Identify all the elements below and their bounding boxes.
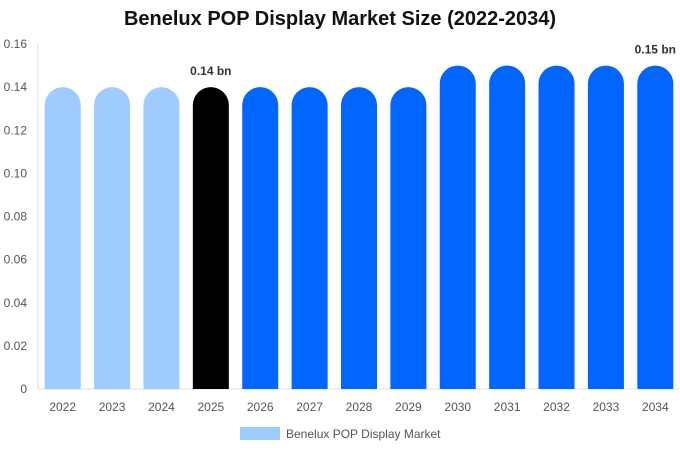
x-tick-label-2023: 2023: [99, 400, 126, 414]
labels-layer: 2022 2023 2024 2025 2026 2027 2028 2029 2030 2031…: [49, 43, 676, 414]
x-tick-label-2024: 2024: [148, 400, 175, 414]
bar-2030: [439, 65, 476, 389]
bar-2027: [291, 87, 328, 389]
legend-layer: Benelux POP Display Market: [240, 427, 441, 441]
x-tick-label-2030: 2030: [444, 400, 471, 414]
bar-2033: [587, 65, 624, 389]
bar-2028: [341, 87, 377, 389]
y-tick-label: 0.10: [4, 166, 28, 180]
x-tick-label-2028: 2028: [346, 400, 373, 414]
x-tick-label-2032: 2032: [543, 400, 570, 414]
x-tick-label-2025: 2025: [197, 400, 224, 414]
y-tick-label: 0: [20, 382, 27, 396]
bar-2026: [242, 87, 279, 389]
bar-2034: [637, 65, 674, 389]
y-tick-label: 0.08: [4, 210, 28, 224]
y-tick-label: 0.02: [4, 339, 28, 353]
x-tick-label-2027: 2027: [296, 400, 323, 414]
bar-2023: [94, 87, 131, 389]
y-tick-label: 0.04: [4, 296, 28, 310]
data-label-2034: 0.15 bn: [635, 43, 676, 57]
x-tick-label-2034: 2034: [642, 400, 669, 414]
x-tick-label-2033: 2033: [593, 400, 620, 414]
data-label-2025: 0.14 bn: [190, 64, 231, 78]
y-tick-label: 0.16: [4, 37, 28, 51]
bar-2029: [390, 87, 427, 389]
y-tick-label: 0.06: [4, 253, 28, 267]
bar-2024: [143, 87, 180, 389]
legend-label: Benelux POP Display Market: [286, 427, 441, 441]
x-tick-label-2026: 2026: [247, 400, 274, 414]
y-tick-label: 0.12: [4, 123, 28, 137]
x-tick-label-2029: 2029: [395, 400, 422, 414]
bar-2025: [192, 87, 229, 389]
legend-swatch: [240, 427, 280, 440]
bar-2032: [538, 65, 575, 389]
y-tick-label: 0.14: [4, 80, 28, 94]
bars-layer: [44, 65, 674, 390]
bar-2022: [44, 87, 81, 389]
chart-title: Benelux POP Display Market Size (2022-20…: [123, 8, 557, 30]
bar-2031: [489, 65, 526, 390]
x-tick-label-2031: 2031: [494, 400, 521, 414]
x-tick-label-2022: 2022: [49, 400, 76, 414]
